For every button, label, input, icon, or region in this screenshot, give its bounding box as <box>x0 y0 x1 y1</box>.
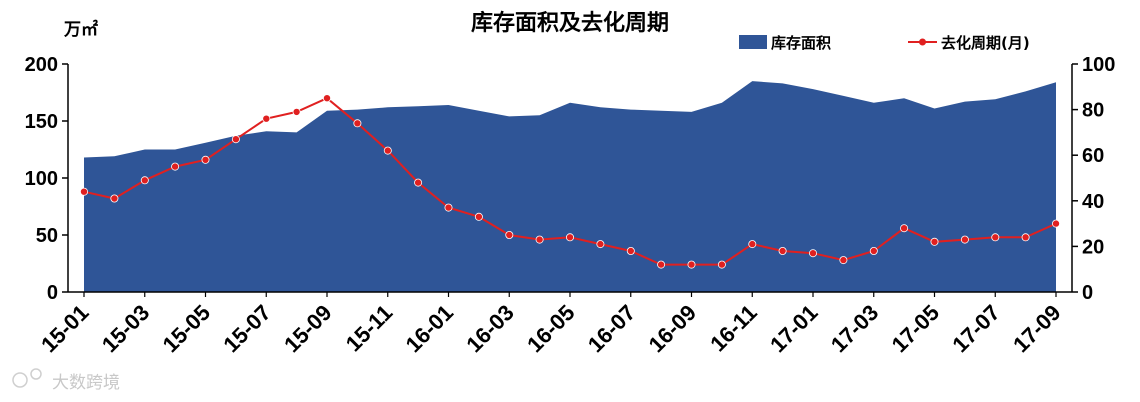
left-tick-label: 50 <box>36 225 58 247</box>
x-tick-label: 16-07 <box>583 300 640 357</box>
destocking-point <box>626 246 635 255</box>
destocking-point <box>444 203 453 212</box>
legend-line-label: 去化周期(月) <box>941 34 1030 52</box>
watermark-logo-icon-2 <box>30 368 42 380</box>
legend: 库存面积 去化周期(月) <box>739 34 1030 52</box>
destocking-point <box>687 260 696 269</box>
legend-area-swatch <box>739 35 767 49</box>
x-tick-label: 15-05 <box>158 300 215 357</box>
destocking-point <box>231 135 240 144</box>
destocking-point <box>322 94 331 103</box>
destocking-point <box>505 230 514 239</box>
destocking-point <box>809 249 818 258</box>
destocking-point <box>201 155 210 164</box>
x-tick-label: 15-03 <box>97 300 154 357</box>
destocking-point <box>171 162 180 171</box>
watermark: 大数跨境 <box>12 368 120 393</box>
destocking-point <box>991 233 1000 242</box>
watermark-logo-icon <box>12 372 28 388</box>
destocking-point <box>535 235 544 244</box>
watermark-text: 大数跨境 <box>52 373 120 393</box>
destocking-point <box>414 178 423 187</box>
x-tick-label: 17-05 <box>887 300 944 357</box>
x-tick-label: 17-03 <box>826 300 883 357</box>
inventory-area <box>84 81 1056 292</box>
left-axis-unit: 万㎡ <box>63 19 98 40</box>
destocking-point <box>80 187 89 196</box>
right-tick-label: 40 <box>1082 191 1104 213</box>
destocking-point <box>596 240 605 249</box>
destocking-point <box>292 107 301 116</box>
left-tick-label: 150 <box>25 111 58 133</box>
destocking-point <box>110 194 119 203</box>
legend-area-label: 库存面积 <box>771 34 831 52</box>
right-tick-label: 80 <box>1082 100 1104 122</box>
x-tick-label: 15-01 <box>36 300 93 357</box>
axes-layer: 0 50 100 150 200 0 20 40 60 80 100 <box>25 54 1116 304</box>
x-tick-label: 16-11 <box>705 300 762 357</box>
right-tick-label: 60 <box>1082 145 1104 167</box>
line-series-layer <box>80 94 1061 269</box>
x-tick-label: 16-05 <box>522 300 579 357</box>
destocking-point <box>140 176 149 185</box>
x-tick-label: 15-07 <box>218 300 275 357</box>
area-series-layer <box>84 81 1056 292</box>
x-tick-layer: 15-01 15-03 15-05 15-07 15-09 15-11 16-01 16-03… <box>36 292 1066 357</box>
destocking-point <box>1052 219 1061 228</box>
destocking-point <box>262 114 271 123</box>
x-tick-label: 17-01 <box>765 300 822 357</box>
x-tick-label: 16-01 <box>401 300 458 357</box>
destocking-point <box>748 240 757 249</box>
destocking-point <box>657 260 666 269</box>
destocking-point <box>1021 233 1030 242</box>
destocking-point <box>900 224 909 233</box>
right-tick-label: 100 <box>1082 54 1115 76</box>
x-tick-label: 17-07 <box>947 300 1004 357</box>
destocking-point <box>353 119 362 128</box>
destocking-point <box>717 260 726 269</box>
destocking-point <box>474 212 483 221</box>
left-tick-label: 200 <box>25 54 58 76</box>
x-tick-label: 15-11 <box>341 300 398 357</box>
left-tick-label: 100 <box>25 168 58 190</box>
destocking-point <box>566 233 575 242</box>
x-tick-label: 15-09 <box>279 300 336 357</box>
destocking-point <box>960 235 969 244</box>
destocking-point <box>778 246 787 255</box>
destocking-point <box>869 246 878 255</box>
x-tick-label: 17-09 <box>1008 300 1065 357</box>
x-tick-label: 16-03 <box>461 300 518 357</box>
legend-line-marker <box>919 38 926 46</box>
destocking-point <box>839 256 848 265</box>
right-tick-label: 20 <box>1082 236 1104 258</box>
chart-title: 库存面积及去化周期 <box>471 10 669 36</box>
left-tick-label: 0 <box>47 282 58 304</box>
destocking-point <box>930 237 939 246</box>
destocking-point <box>383 146 392 155</box>
x-tick-label: 16-09 <box>644 300 701 357</box>
right-tick-label: 0 <box>1082 282 1093 304</box>
